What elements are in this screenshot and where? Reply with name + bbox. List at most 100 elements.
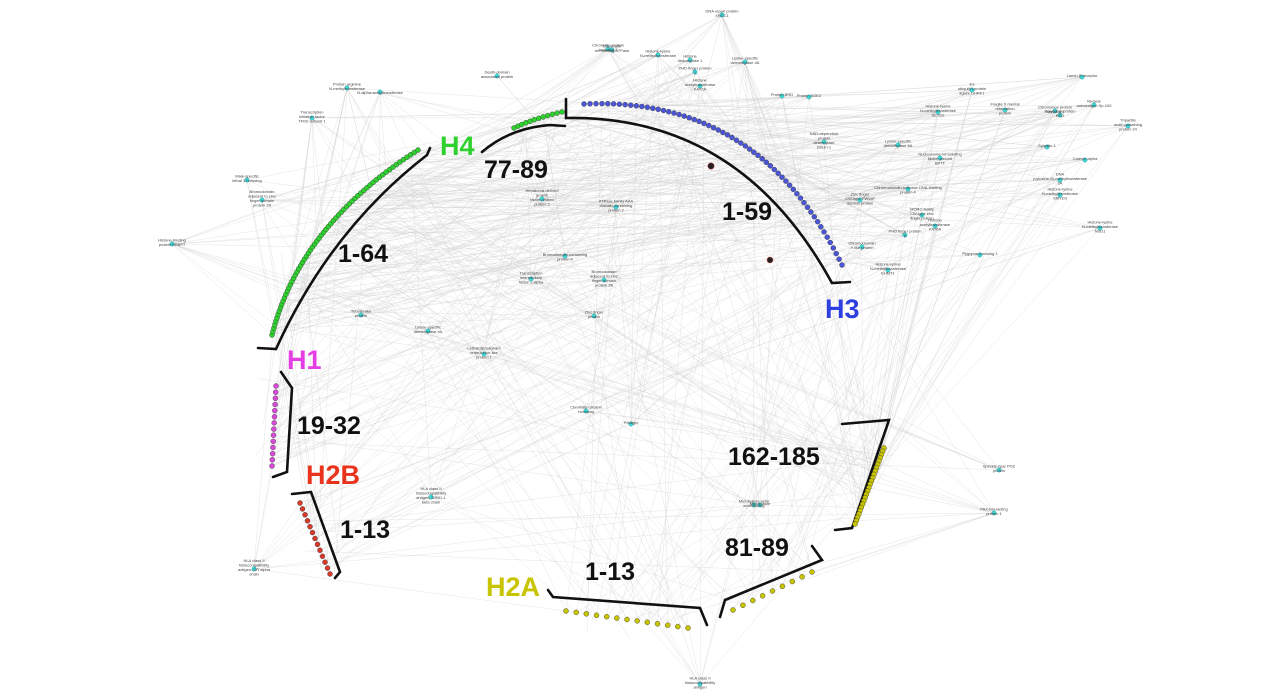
protein-node: [757, 502, 763, 508]
protein-label: Histone-lysine N-methyltransferase SMYD3: [1042, 186, 1079, 200]
interaction-edge: [319, 179, 1061, 551]
interaction-edge: [382, 174, 632, 425]
h2a-residue-node: [809, 569, 815, 575]
interaction-edge: [360, 242, 831, 316]
interaction-edge: [272, 110, 1056, 454]
interaction-edge: [759, 504, 803, 577]
interaction-edge: [657, 85, 701, 624]
interaction-edge: [854, 111, 939, 525]
interaction-edge: [261, 199, 818, 222]
h3-residue-node: [650, 105, 656, 112]
interaction-edge: [854, 234, 906, 525]
h3-residue-node: [666, 108, 672, 115]
interaction-edge: [517, 126, 863, 248]
interaction-edge: [272, 114, 1061, 454]
h3-residue-node: [821, 229, 827, 235]
interaction-edge: [833, 247, 889, 271]
interaction-edge: [302, 110, 1056, 510]
interaction-edge: [261, 199, 885, 449]
h3-residue-node: [633, 103, 640, 109]
protein-label: DNA (cytosine-5)-methyltransferase 3A: [1033, 171, 1088, 185]
h3-residue-node: [814, 218, 821, 225]
h2b-residue-node: [314, 541, 321, 548]
interaction-edge: [647, 199, 808, 623]
interaction-edge: [354, 110, 1056, 199]
interaction-edge: [873, 227, 1101, 475]
interaction-edge: [808, 96, 873, 478]
interaction-edge: [306, 241, 318, 545]
interaction-edge: [309, 246, 863, 527]
interaction-edge: [817, 157, 941, 222]
interaction-edge: [801, 111, 939, 577]
interaction-edge: [624, 14, 723, 105]
protein-node: [539, 196, 545, 202]
interaction-edge: [861, 110, 1056, 508]
h4b-range-label: 77-89: [484, 156, 548, 184]
interaction-edge: [338, 91, 381, 216]
protein-label: PHD finger protein 8: [889, 229, 922, 239]
h3-residue-node: [715, 127, 721, 133]
protein-label: Histone-binding protein RBBP7: [158, 238, 186, 248]
interaction-edge: [657, 54, 668, 626]
interaction-edge: [732, 110, 1056, 611]
interaction-edge: [304, 234, 906, 515]
interaction-edge: [657, 54, 813, 573]
interaction-edge: [333, 194, 1061, 221]
h1-residue-node: [270, 438, 276, 445]
interaction-edge: [301, 518, 313, 533]
h2b-residue-node: [297, 500, 303, 506]
h3-residue-node: [808, 209, 814, 215]
protein-node: [692, 69, 698, 75]
interaction-edge: [272, 89, 973, 448]
interaction-edge: [352, 200, 595, 317]
interaction-edge: [538, 118, 1129, 127]
interaction-edge: [752, 146, 1048, 601]
h3-residue-node: [839, 262, 845, 268]
interaction-edge: [280, 307, 485, 355]
interaction-edge: [324, 106, 705, 563]
h3-residue-node: [833, 250, 839, 257]
interaction-edge: [663, 104, 1095, 111]
interaction-edge: [273, 110, 1056, 442]
interaction-edge: [836, 76, 1083, 254]
interaction-edge: [327, 278, 532, 569]
protein-label: PAX-interacting protein 1: [980, 507, 1008, 517]
interaction-edge: [753, 504, 763, 596]
protein-node: [719, 12, 725, 18]
interaction-edge: [593, 315, 866, 498]
interaction-edge: [314, 111, 939, 539]
h2a-bracket-2: [718, 544, 825, 619]
interaction-edge: [311, 117, 864, 502]
interaction-edge: [253, 490, 868, 570]
interaction-edge: [360, 192, 858, 533]
interaction-edge: [667, 510, 853, 626]
interaction-edge: [859, 199, 866, 498]
interaction-edge: [517, 126, 595, 317]
h2a-residue-node: [604, 614, 610, 620]
interaction-edge: [379, 91, 387, 173]
interaction-edge: [868, 487, 995, 514]
h2a-range-2-label: 81-89: [725, 534, 789, 562]
protein-node: [751, 502, 757, 508]
interaction-edge: [319, 118, 539, 258]
interaction-edge: [496, 75, 867, 495]
interaction-edge: [585, 410, 689, 629]
interaction-edge: [253, 127, 714, 570]
protein-node: [806, 94, 812, 100]
protein-label: Pygopus homolog 1: [962, 251, 998, 256]
interaction-edge: [869, 104, 1095, 485]
interaction-edge: [721, 14, 885, 449]
interaction-edge: [652, 54, 659, 109]
h4-residue-node: [415, 147, 421, 153]
interaction-edge: [383, 196, 734, 611]
interaction-edge: [530, 103, 597, 280]
interaction-edge: [271, 314, 362, 336]
interaction-edge: [630, 247, 834, 425]
interaction-edge: [427, 330, 567, 612]
h3-residue-node: [628, 102, 634, 108]
interaction-edge: [753, 504, 862, 508]
interaction-edge: [304, 59, 691, 515]
interaction-edge: [583, 61, 746, 105]
h2a-range-1-label: 1-13: [585, 558, 635, 586]
interaction-edge: [258, 378, 873, 478]
